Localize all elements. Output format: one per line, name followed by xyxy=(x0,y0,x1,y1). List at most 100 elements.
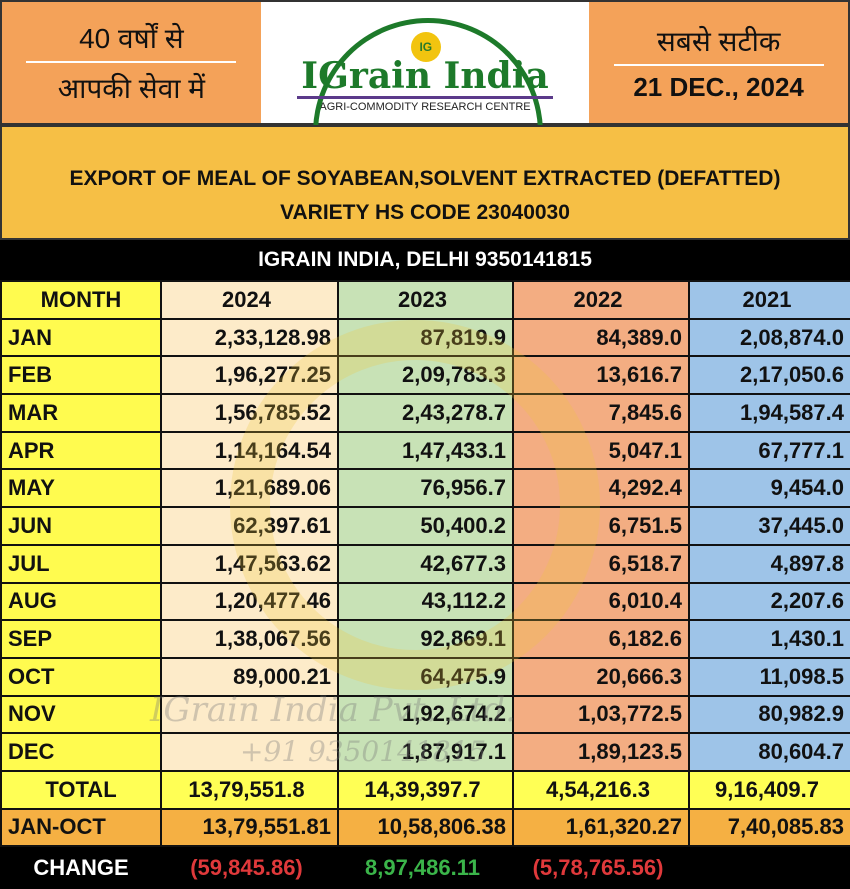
row-label: JUL xyxy=(0,543,162,584)
cell-2022: 13,616.7 xyxy=(512,355,690,396)
cell-2023: 50,400.2 xyxy=(337,506,514,546)
header: 40 वर्षों से आपकी सेवा में IG IGrain Ind… xyxy=(0,0,850,138)
cell-2022: 20,666.3 xyxy=(512,656,690,697)
cell-2023: 2023 xyxy=(337,280,514,320)
cell-2022: 6,182.6 xyxy=(512,619,690,659)
cell-2021: 4,897.8 xyxy=(688,543,850,584)
table-row: MAR 1,56,785.52 2,43,278.7 7,845.6 1,94,587.… xyxy=(0,393,850,433)
cell-2024: (59,845.86) xyxy=(161,846,338,889)
cell-2022: 4,292.4 xyxy=(512,468,690,509)
cell-2024: 62,397.61 xyxy=(160,506,339,546)
cell-2021: 11,098.5 xyxy=(688,656,850,697)
row-label: FEB xyxy=(0,355,162,396)
accuracy-tagline: सबसे सटीक xyxy=(613,22,824,66)
cell-2022: (5,78,765.56) xyxy=(513,846,689,889)
cell-2024: 2024 xyxy=(160,280,339,320)
cell-2024: 2,33,128.98 xyxy=(160,317,339,358)
table-row: JUN 62,397.61 50,400.2 6,751.5 37,445.0 xyxy=(0,506,850,546)
row-label: JUN xyxy=(0,506,162,546)
total-row: TOTAL 13,79,551.8 14,39,397.7 4,54,216.3 9,1… xyxy=(0,769,850,810)
cell-2022: 5,047.1 xyxy=(512,430,690,471)
jan-oct-row: JAN-OCT 13,79,551.81 10,58,806.38 1,61,320.… xyxy=(0,807,850,848)
export-table: MONTH 2024 2023 2022 2021 JAN 2,33,128.98 87,81… xyxy=(0,280,850,889)
cell-2021 xyxy=(689,846,850,889)
cell-2021: 9,16,409.7 xyxy=(688,769,850,810)
cell-2024: 1,96,277.25 xyxy=(160,355,339,396)
row-label: SEP xyxy=(0,619,162,659)
cell-2024 xyxy=(160,732,339,772)
table-row: SEP 1,38,067.56 92,869.1 6,182.6 1,430.1 xyxy=(0,619,850,659)
cell-2021: 7,40,085.83 xyxy=(688,807,850,848)
title-line2: VARIETY HS CODE 23040030 xyxy=(280,201,570,224)
cell-2023: 43,112.2 xyxy=(337,581,514,622)
cell-2023: 1,87,917.1 xyxy=(337,732,514,772)
cell-2023: 1,47,433.1 xyxy=(337,430,514,471)
table-row: OCT 89,000.21 64,475.9 20,666.3 11,098.5 xyxy=(0,656,850,697)
table-row: JUL 1,47,563.62 42,677.3 6,518.7 4,897.8 xyxy=(0,543,850,584)
cell-2023: 42,677.3 xyxy=(337,543,514,584)
cell-2022: 6,010.4 xyxy=(512,581,690,622)
cell-2024: 13,79,551.81 xyxy=(160,807,339,848)
title-line1: EXPORT OF MEAL OF SOYABEAN,SOLVENT EXTRA… xyxy=(69,167,781,190)
cell-2022: 1,61,320.27 xyxy=(512,807,690,848)
cell-2023: 14,39,397.7 xyxy=(337,769,514,810)
report-date: 21 DEC., 2024 xyxy=(633,72,804,102)
contact-band: IGRAIN INDIA, DELHI 9350141815 xyxy=(0,240,850,280)
row-label: OCT xyxy=(0,656,162,697)
table-row: AUG 1,20,477.46 43,112.2 6,010.4 2,207.6 xyxy=(0,581,850,622)
brand-name: IGrain India xyxy=(297,56,553,99)
cell-2023: 2,09,783.3 xyxy=(337,355,514,396)
cell-2021: 2,207.6 xyxy=(688,581,850,622)
cell-2021: 67,777.1 xyxy=(688,430,850,471)
cell-2022: 7,845.6 xyxy=(512,393,690,433)
row-label: DEC xyxy=(0,732,162,772)
cell-2024: 1,20,477.46 xyxy=(160,581,339,622)
cell-2021: 2,08,874.0 xyxy=(688,317,850,358)
row-label: NOV xyxy=(0,694,162,735)
report-title: EXPORT OF MEAL OF SOYABEAN,SOLVENT EXTRA… xyxy=(0,125,850,240)
header-right: सबसे सटीक 21 DEC., 2024 xyxy=(589,2,848,123)
cell-2021: 80,604.7 xyxy=(688,732,850,772)
cell-2024: 1,47,563.62 xyxy=(160,543,339,584)
logo-sun-icon: IG xyxy=(410,32,441,62)
logo: IG IGrain India AGRI-COMMODITY RESEARCH … xyxy=(260,2,590,138)
table-row: MAY 1,21,689.06 76,956.7 4,292.4 9,454.0 xyxy=(0,468,850,509)
cell-2023: 92,869.1 xyxy=(337,619,514,659)
header-row: MONTH 2024 2023 2022 2021 xyxy=(0,280,850,320)
row-label: CHANGE xyxy=(1,846,161,889)
table-row: APR 1,14,164.54 1,47,433.1 5,047.1 67,777.1 xyxy=(0,430,850,471)
table-row: DEC 1,87,917.1 1,89,123.5 80,604.7 xyxy=(0,732,850,772)
cell-2021: 2,17,050.6 xyxy=(688,355,850,396)
row-label: MONTH xyxy=(0,280,162,320)
table-row: JAN 2,33,128.98 87,819.9 84,389.0 2,08,874.0 xyxy=(0,317,850,358)
cell-2023: 10,58,806.38 xyxy=(337,807,514,848)
row-label: AUG xyxy=(0,581,162,622)
tagline-line1: 40 वर्षों से xyxy=(26,19,237,63)
cell-2023: 2,43,278.7 xyxy=(337,393,514,433)
cell-2021: 1,430.1 xyxy=(688,619,850,659)
cell-2024 xyxy=(160,694,339,735)
cell-2022: 2022 xyxy=(512,280,690,320)
row-label: TOTAL xyxy=(0,769,162,810)
cell-2022: 6,518.7 xyxy=(512,543,690,584)
cell-2024: 1,38,067.56 xyxy=(160,619,339,659)
table-row: NOV 1,92,674.2 1,03,772.5 80,982.9 xyxy=(0,694,850,735)
cell-2021: 37,445.0 xyxy=(688,506,850,546)
cell-2024: 13,79,551.8 xyxy=(160,769,339,810)
cell-2021: 9,454.0 xyxy=(688,468,850,509)
change-row: CHANGE (59,845.86) 8,97,486.11 (5,78,765.56… xyxy=(1,846,850,889)
cell-2023: 8,97,486.11 xyxy=(338,846,513,889)
tagline-line2: आपकी सेवा में xyxy=(57,72,206,104)
row-label: APR xyxy=(0,430,162,471)
cell-2022: 6,751.5 xyxy=(512,506,690,546)
cell-2021: 1,94,587.4 xyxy=(688,393,850,433)
row-label: JAN xyxy=(0,317,162,358)
cell-2022: 84,389.0 xyxy=(512,317,690,358)
cell-2023: 1,92,674.2 xyxy=(337,694,514,735)
cell-2021: 80,982.9 xyxy=(688,694,850,735)
cell-2024: 1,14,164.54 xyxy=(160,430,339,471)
row-label: MAR xyxy=(0,393,162,433)
cell-2022: 1,89,123.5 xyxy=(512,732,690,772)
cell-2022: 1,03,772.5 xyxy=(512,694,690,735)
cell-2021: 2021 xyxy=(688,280,850,320)
